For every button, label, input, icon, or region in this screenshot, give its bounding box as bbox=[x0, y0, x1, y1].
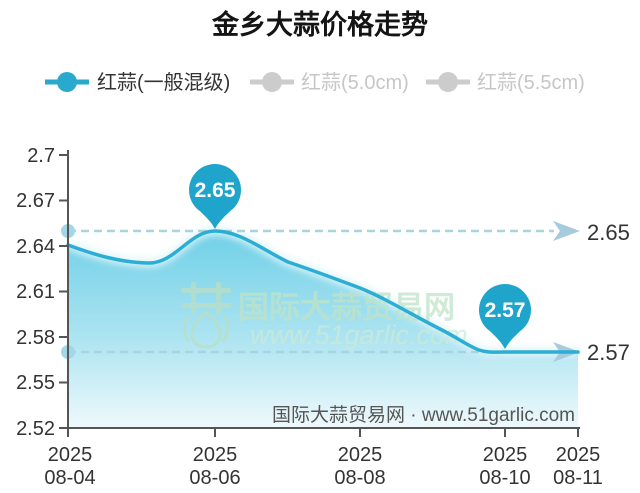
x-label-date: 08-08 bbox=[334, 467, 385, 489]
area-fill bbox=[68, 231, 578, 428]
y-axis-label: 2.64 bbox=[16, 236, 55, 258]
x-axis-labels: 2025 08-04 2025 08-06 2025 08-08 2025 08… bbox=[44, 444, 602, 489]
legend-label: 红蒜(5.0cm) bbox=[301, 71, 409, 94]
y-axis-label: 2.58 bbox=[16, 327, 55, 349]
legend-item-red-garlic-5-5cm[interactable]: 红蒜(5.5cm) bbox=[426, 71, 585, 94]
legend-item-red-garlic-5-0cm[interactable]: 红蒜(5.0cm) bbox=[250, 71, 409, 94]
x-axis-label-08-06: 2025 08-06 bbox=[189, 444, 240, 489]
legend-label: 红蒜(5.5cm) bbox=[477, 71, 585, 94]
x-axis-label-08-11: 2025 08-11 bbox=[553, 444, 603, 489]
axes bbox=[59, 150, 580, 437]
y-axis-label: 2.7 bbox=[27, 145, 55, 167]
garlic-logo-icon bbox=[181, 282, 231, 349]
page-title: 金乡大蒜价格走势 bbox=[211, 9, 428, 40]
y-axis-label: 2.55 bbox=[16, 372, 55, 394]
x-label-year: 2025 bbox=[483, 444, 528, 466]
price-line[interactable] bbox=[66, 229, 580, 354]
reference-label-top: 2.65 bbox=[587, 220, 630, 245]
legend: 红蒜(一般混级) 红蒜(5.0cm) 红蒜(5.5cm) bbox=[45, 71, 585, 94]
x-label-date: 08-10 bbox=[479, 467, 530, 489]
balloon-pin-icon bbox=[479, 283, 531, 349]
marker-value: 2.57 bbox=[485, 299, 526, 322]
legend-item-red-garlic-mixed[interactable]: 红蒜(一般混级) bbox=[45, 71, 230, 94]
x-label-year: 2025 bbox=[48, 444, 93, 466]
arrow-right-icon-top bbox=[553, 221, 580, 241]
watermark: 国际大蒜贸易网 www.51garlic.com bbox=[181, 282, 468, 350]
x-axis-label-08-10: 2025 08-10 bbox=[479, 444, 530, 489]
legend-dot-icon bbox=[262, 72, 282, 92]
balloon-pin-icon bbox=[189, 163, 242, 229]
y-axis-label: 2.52 bbox=[16, 418, 55, 440]
x-axis-label-08-04: 2025 08-04 bbox=[44, 444, 95, 489]
y-axis-label: 2.67 bbox=[16, 190, 55, 212]
marker-balloon-peak[interactable]: 2.65 bbox=[189, 163, 242, 229]
plot-area[interactable]: 国际大蒜贸易网 www.51garlic.com 2.65 2.57 国际大蒜贸… bbox=[61, 163, 580, 428]
marker-balloon-end[interactable]: 2.57 bbox=[479, 283, 531, 349]
x-label-date: 08-04 bbox=[44, 467, 95, 489]
x-label-year: 2025 bbox=[556, 444, 601, 466]
x-label-date: 08-06 bbox=[189, 467, 240, 489]
x-label-date: 08-11 bbox=[553, 467, 603, 489]
legend-dot-icon bbox=[57, 72, 77, 92]
x-axis-label-08-08: 2025 08-08 bbox=[334, 444, 385, 489]
footer-site-text: 国际大蒜贸易网 · www.51garlic.com bbox=[272, 404, 575, 426]
x-label-year: 2025 bbox=[338, 444, 383, 466]
legend-dot-icon bbox=[438, 72, 458, 92]
y-axis-labels: 2.7 2.67 2.64 2.61 2.58 2.55 2.52 bbox=[16, 145, 55, 440]
legend-label: 红蒜(一般混级) bbox=[97, 71, 230, 94]
x-label-year: 2025 bbox=[193, 444, 238, 466]
reference-label-bottom: 2.57 bbox=[587, 340, 630, 365]
y-axis-label: 2.61 bbox=[16, 281, 55, 303]
marker-value: 2.65 bbox=[195, 179, 236, 202]
